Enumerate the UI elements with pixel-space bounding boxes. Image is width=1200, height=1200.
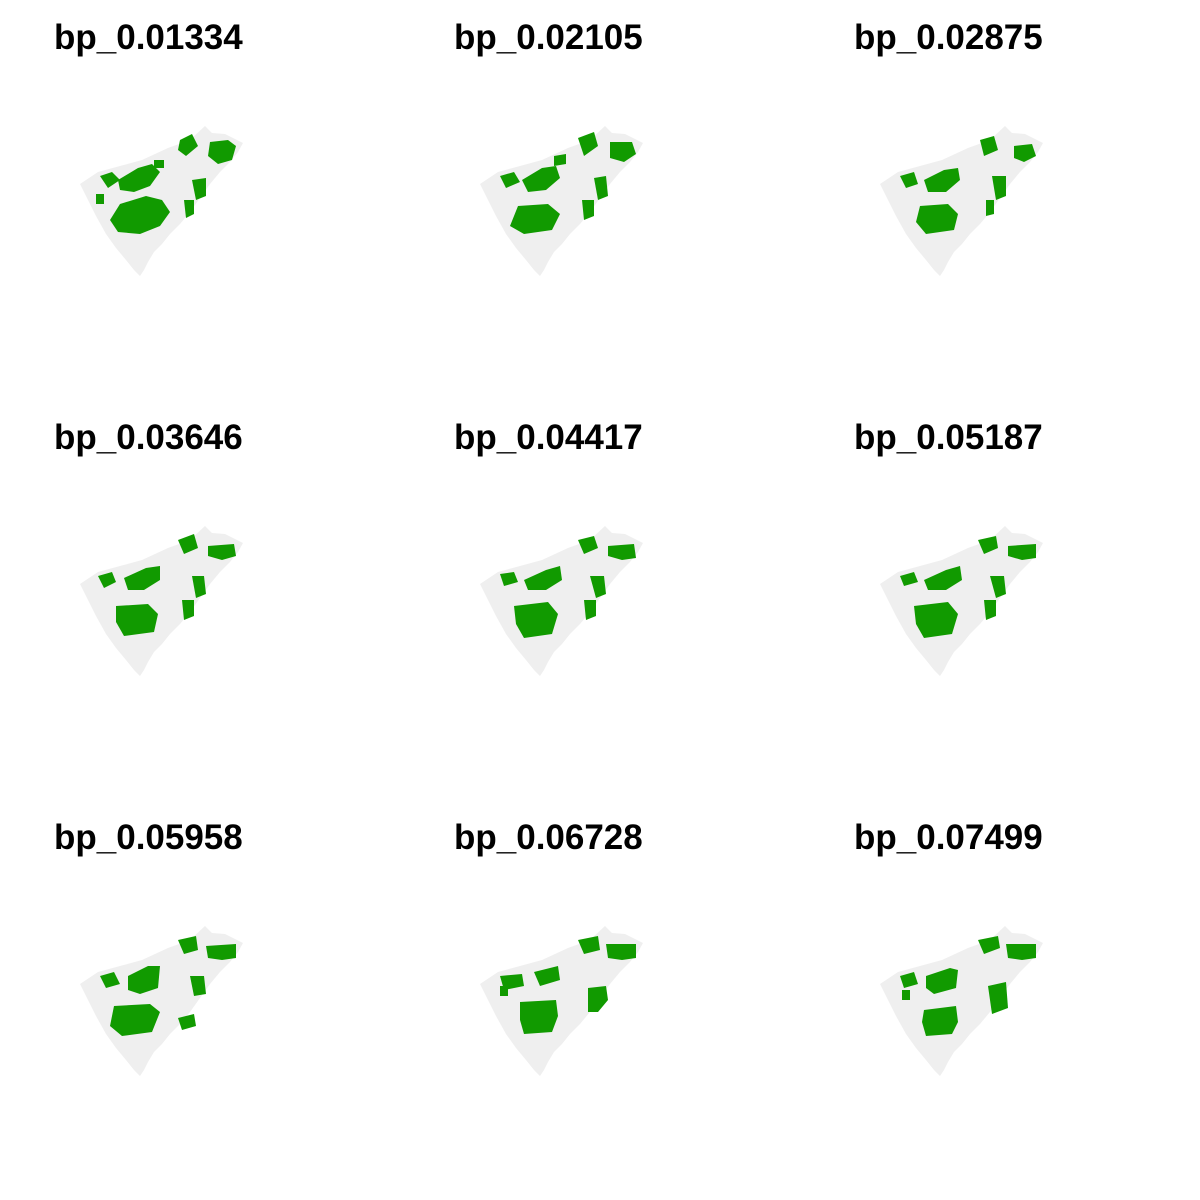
panel-map	[480, 126, 643, 276]
panel-map	[480, 926, 643, 1076]
panel-title: bp_0.02105	[454, 18, 643, 57]
map-panel: bp_0.05958	[0, 800, 400, 1200]
panel-map	[80, 926, 243, 1076]
panel-title: bp_0.07499	[854, 818, 1043, 857]
panel-map	[80, 526, 243, 676]
map-panel: bp_0.05187	[800, 400, 1200, 800]
region-shape	[480, 926, 643, 1076]
region-shape	[880, 926, 1043, 1076]
panel-title: bp_0.06728	[454, 818, 643, 857]
habitat-patches	[96, 134, 236, 234]
panel-title: bp_0.01334	[54, 18, 243, 57]
habitat-patches	[500, 536, 636, 638]
map-panel: bp_0.03646	[0, 400, 400, 800]
panel-map	[80, 126, 243, 276]
habitat-patches	[900, 536, 1036, 638]
region-shape	[480, 126, 643, 276]
region-shape	[880, 126, 1043, 276]
habitat-patches	[500, 132, 636, 234]
habitat-patches	[900, 936, 1036, 1036]
region-shape	[880, 526, 1043, 676]
habitat-patches	[98, 534, 236, 636]
habitat-patches	[900, 136, 1036, 234]
region-shape	[80, 526, 243, 676]
panel-title: bp_0.04417	[454, 418, 643, 457]
panel-title: bp_0.05958	[54, 818, 243, 857]
panel-title: bp_0.05187	[854, 418, 1043, 457]
map-panel: bp_0.02875	[800, 0, 1200, 400]
region-shape	[80, 926, 243, 1076]
region-shape	[480, 526, 643, 676]
habitat-patches	[100, 936, 236, 1036]
panel-map	[880, 126, 1043, 276]
panel-map	[880, 926, 1043, 1076]
panel-title: bp_0.03646	[54, 418, 243, 457]
habitat-patches	[500, 936, 636, 1034]
map-panel: bp_0.02105	[400, 0, 800, 400]
panel-title: bp_0.02875	[854, 18, 1043, 57]
panel-map	[880, 526, 1043, 676]
panel-map	[480, 526, 643, 676]
map-panel: bp_0.04417	[400, 400, 800, 800]
map-panel: bp_0.06728	[400, 800, 800, 1200]
map-panel: bp_0.01334	[0, 0, 400, 400]
map-panel: bp_0.07499	[800, 800, 1200, 1200]
